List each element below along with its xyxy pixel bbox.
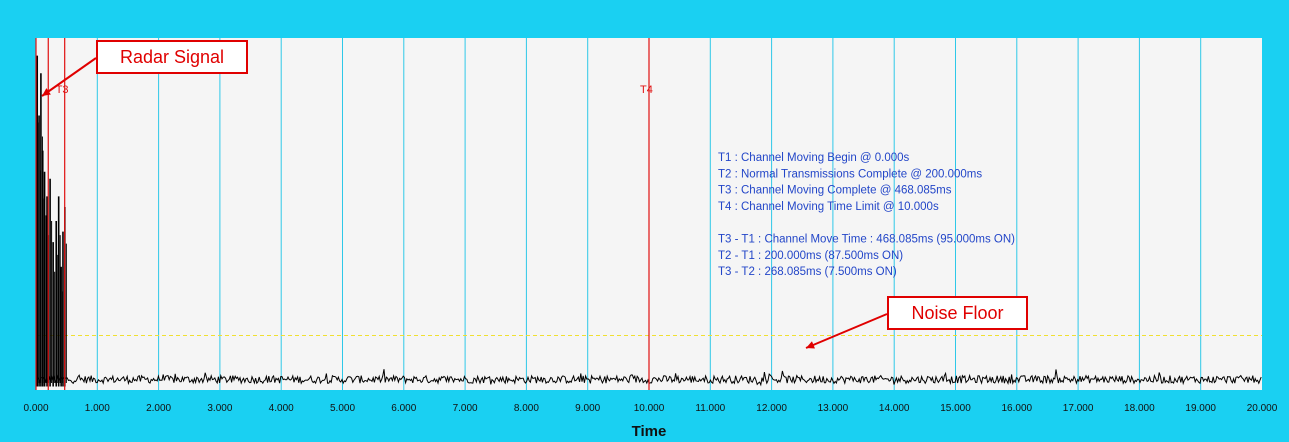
radar-signal-callout: Radar Signal (96, 40, 248, 74)
noise-floor-callout: Noise Floor (887, 296, 1028, 330)
marker-label-t3: T3 (56, 84, 69, 96)
callout-arrows (41, 57, 888, 349)
radar-signal-arrow-head (42, 88, 51, 96)
info-line: T3 - T2 : 268.085ms (7.500ms ON) (718, 266, 897, 278)
x-tick-label: 1.000 (85, 403, 110, 414)
info-line: T2 : Normal Transmissions Complete @ 200… (718, 168, 982, 180)
x-tick-label: 18.000 (1124, 403, 1155, 414)
noise-floor-arrow-head (806, 341, 815, 349)
info-line: T2 - T1 : 200.000ms (87.500ms ON) (718, 250, 903, 262)
x-tick-label: 17.000 (1063, 403, 1094, 414)
x-tick-label: 13.000 (818, 403, 849, 414)
x-tick-label: 5.000 (330, 403, 355, 414)
radar-signal-arrow (41, 57, 97, 97)
time-markers (35, 38, 650, 390)
x-tick-label: 16.000 (1002, 403, 1033, 414)
info-line: T4 : Channel Moving Time Limit @ 10.000s (718, 201, 939, 213)
x-axis-title: Time (632, 423, 667, 440)
info-line: T3 : Channel Moving Complete @ 468.085ms (718, 185, 952, 197)
x-axis-ticks: 0.000 1.000 2.000 3.000 4.000 5.000 6.000 7.000… (23, 403, 1277, 414)
x-tick-label: 9.000 (575, 403, 600, 414)
x-tick-label: 12.000 (756, 403, 787, 414)
x-tick-label: 4.000 (269, 403, 294, 414)
x-tick-label: 10.000 (634, 403, 665, 414)
info-line: T1 : Channel Moving Begin @ 0.000s (718, 152, 910, 164)
x-tick-label: 8.000 (514, 403, 539, 414)
x-tick-label: 3.000 (207, 403, 232, 414)
x-tick-label: 6.000 (391, 403, 416, 414)
marker-label-t4: T4 (640, 84, 653, 96)
info-line: T3 - T1 : Channel Move Time : 468.085ms … (718, 234, 1015, 246)
x-tick-label: 2.000 (146, 403, 171, 414)
x-tick-label: 15.000 (940, 403, 971, 414)
x-tick-label: 14.000 (879, 403, 910, 414)
timing-info-panel: T1 : Channel Moving Begin @ 0.000s T2 : N… (718, 152, 1015, 278)
x-tick-label: 7.000 (453, 403, 478, 414)
x-tick-label: 19.000 (1185, 403, 1216, 414)
noise-floor-arrow (805, 313, 888, 349)
x-tick-label: 0.000 (23, 403, 48, 414)
x-tick-label: 11.000 (695, 403, 725, 414)
x-tick-label: 20.000 (1247, 403, 1278, 414)
